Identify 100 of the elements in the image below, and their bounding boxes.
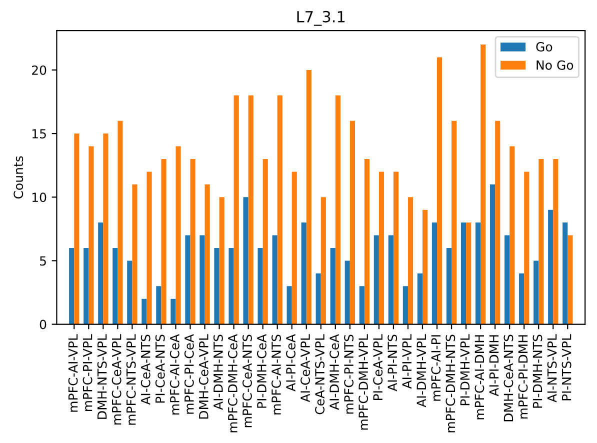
bar xyxy=(466,222,472,324)
bar xyxy=(350,120,355,324)
x-tick-label: AI-PI-CeA xyxy=(286,334,296,392)
bar xyxy=(402,286,408,324)
y-tick-label: 0 xyxy=(40,320,46,330)
bar xyxy=(460,222,466,324)
bar xyxy=(234,95,239,324)
bar xyxy=(374,235,379,324)
x-tick-label: PI-CeA-VPL xyxy=(373,334,383,400)
x-tick-label: mPFC-AI-NTS xyxy=(272,334,281,414)
bar xyxy=(378,172,384,324)
bar xyxy=(452,120,457,324)
bar xyxy=(200,235,205,324)
bar xyxy=(272,235,278,324)
bar xyxy=(69,248,74,324)
bar xyxy=(548,210,554,324)
bar xyxy=(118,120,123,324)
x-tick-label: mPFC-PI-VPL xyxy=(82,334,92,412)
bar xyxy=(320,197,326,324)
x-tick-label: mPFC-AI-DMH xyxy=(474,335,484,420)
bar xyxy=(422,210,428,324)
bar xyxy=(277,95,282,324)
bar xyxy=(74,134,80,324)
bar xyxy=(335,95,340,324)
bar xyxy=(84,248,89,324)
bar xyxy=(204,184,210,324)
bar xyxy=(344,260,350,324)
bar xyxy=(534,260,539,324)
x-tick-label: mPFC-DMH-CeA xyxy=(228,334,238,432)
chart-title: L7_3.1 xyxy=(297,10,345,26)
bar xyxy=(364,158,370,324)
x-tick-label: mPFC-CeA-VPL xyxy=(112,334,122,425)
bar xyxy=(301,222,306,324)
bar xyxy=(538,158,544,324)
x-tick-label: AI-DMH-CeA xyxy=(330,334,340,410)
bar xyxy=(432,222,438,324)
x-tick-label: AI-NTS-VPL xyxy=(547,334,557,402)
bar xyxy=(156,286,162,324)
bar xyxy=(286,286,292,324)
legend-label: Go xyxy=(536,42,552,52)
bar xyxy=(519,273,524,324)
x-tick-label: mPFC-AI-VPL xyxy=(68,334,78,412)
bar xyxy=(568,235,573,324)
bar xyxy=(562,222,568,324)
bar xyxy=(243,197,248,324)
bar xyxy=(504,235,510,324)
x-tick-label: PI-CeA-NTS xyxy=(155,334,165,403)
x-tick-label: mPFC-CeA-NTS xyxy=(242,334,252,428)
bar xyxy=(127,260,132,324)
bar xyxy=(292,172,297,324)
bar xyxy=(228,248,234,324)
bar xyxy=(258,248,263,324)
x-tick-label: AI-DMH-VPL xyxy=(416,334,426,408)
x-tick-label: DMH-NTS-VPL xyxy=(97,334,107,419)
bar xyxy=(437,57,442,324)
bar xyxy=(417,273,422,324)
x-tick-label: DMH-CeA-VPL xyxy=(198,334,208,419)
bar xyxy=(262,158,268,324)
bar xyxy=(88,146,94,324)
bar xyxy=(388,235,394,324)
y-tick-label: 5 xyxy=(40,256,46,266)
x-tick-label: mPFC-DMH-VPL xyxy=(358,334,368,430)
bar xyxy=(219,197,224,324)
bar xyxy=(359,286,364,324)
x-tick-label: mPFC-PI-CeA xyxy=(184,334,194,414)
y-axis-title: Counts xyxy=(14,156,24,199)
x-tick-label: AI-PI-NTS xyxy=(388,334,398,392)
bar xyxy=(214,248,220,324)
bar xyxy=(480,44,486,324)
bar xyxy=(98,222,104,324)
x-tick-label: AI-CeA-NTS xyxy=(140,334,150,405)
x-tick-label: AI-PI-DMH xyxy=(489,335,499,396)
y-tick-label: 10 xyxy=(32,192,46,202)
y-tick-label: 15 xyxy=(32,129,46,138)
legend-label: No Go xyxy=(536,60,574,70)
x-tick-label: AI-DMH-NTS xyxy=(213,334,223,410)
bar xyxy=(446,248,452,324)
bar xyxy=(103,134,108,324)
bar xyxy=(306,70,312,324)
bar xyxy=(393,172,399,324)
x-tick-label: PI-DMH-NTS xyxy=(532,334,542,408)
x-tick-label: PI-NTS-VPL xyxy=(562,334,572,400)
x-tick-label: mPFC-DMH-NTS xyxy=(446,334,456,432)
x-tick-label: mPFC-NTS-VPL xyxy=(126,334,136,425)
x-tick-label: mPFC-AI-CeA xyxy=(170,334,180,414)
bar xyxy=(146,172,152,324)
x-tick-label: mPFC-AI-PI xyxy=(431,335,441,401)
x-tick-label: AI-PI-VPL xyxy=(402,334,412,389)
bar xyxy=(475,222,481,324)
bar xyxy=(248,95,254,324)
x-tick-label: DMH-CeA-NTS xyxy=(504,334,514,422)
bar xyxy=(142,298,147,324)
x-tick-label: mPFC-PI-DMH xyxy=(518,335,528,419)
bar xyxy=(176,146,181,324)
x-tick-label: mPFC-PI-NTS xyxy=(344,334,354,414)
bar xyxy=(495,120,500,324)
x-tick-label: PI-DMH-VPL xyxy=(460,334,470,406)
bar xyxy=(316,273,321,324)
bar xyxy=(161,158,166,324)
bar xyxy=(330,248,336,324)
